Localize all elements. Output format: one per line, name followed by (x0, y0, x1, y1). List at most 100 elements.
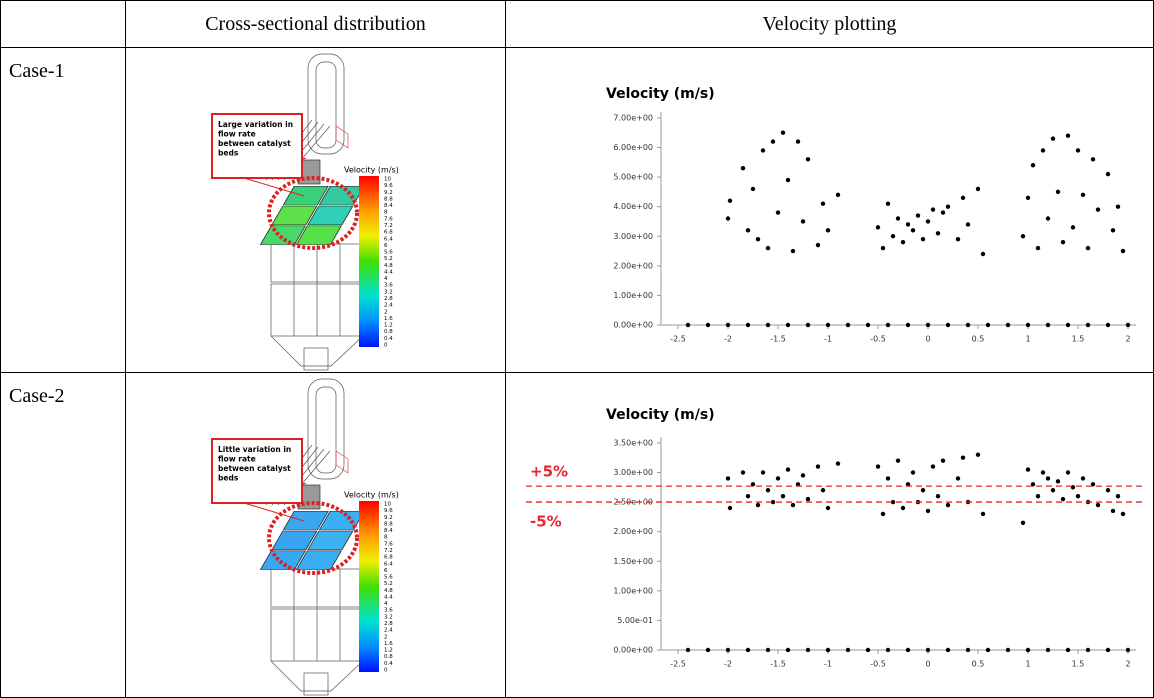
y-tick-label: 3.00e+00 (613, 468, 653, 477)
data-point (1086, 246, 1090, 250)
data-point (1051, 488, 1055, 492)
legend-tick: 5.2 (384, 581, 393, 587)
data-point (946, 648, 950, 652)
data-point (926, 323, 930, 327)
y-tick-label: 1.00e+00 (613, 291, 653, 300)
legend-tick: 7.2 (384, 223, 393, 229)
data-point (956, 237, 960, 241)
data-point (728, 199, 732, 203)
data-point (1096, 503, 1100, 507)
legend-tick: 0.8 (384, 654, 393, 660)
cfd-figure: Little variation inflow ratebetween cata… (126, 373, 505, 697)
legend-tick: 5.6 (384, 250, 393, 256)
callout-text: flow rate (218, 130, 256, 139)
legend-tick: 7.6 (384, 541, 393, 547)
outlet (304, 348, 328, 370)
x-tick-label: -0.5 (870, 660, 886, 669)
x-tick-label: -2 (724, 335, 732, 344)
data-point (806, 323, 810, 327)
data-point (966, 222, 970, 226)
legend-tick: 1.2 (384, 323, 393, 329)
x-tick-label: 0 (925, 335, 930, 344)
legend-tick: 6.8 (384, 555, 393, 561)
legend-tick: 2.4 (384, 303, 393, 309)
y-tick-label: 0.00e+00 (613, 646, 653, 655)
legend-tick: 2.8 (384, 296, 393, 302)
data-point (1086, 323, 1090, 327)
y-tick-label: 7.00e+00 (613, 113, 653, 122)
data-point (1056, 479, 1060, 483)
data-point (766, 488, 770, 492)
legend-tick: 8.4 (384, 528, 393, 534)
data-point (906, 323, 910, 327)
x-tick-label: 0.5 (972, 335, 985, 344)
data-point (1046, 648, 1050, 652)
data-point (906, 222, 910, 226)
data-point (1066, 648, 1070, 652)
data-point (1081, 476, 1085, 480)
y-tick-label: 2.00e+00 (613, 527, 653, 536)
data-point (931, 207, 935, 211)
data-point (886, 648, 890, 652)
legend-tick: 4.8 (384, 263, 393, 269)
x-tick-label: 1 (1025, 660, 1030, 669)
header-cell: Cross-sectional distribution (126, 1, 506, 48)
legend-tick: 9.6 (384, 183, 393, 189)
legend-tick: 6.4 (384, 236, 393, 242)
data-point (946, 204, 950, 208)
figure-cell: Little variation inflow ratebetween cata… (126, 373, 506, 698)
data-point (741, 470, 745, 474)
y-tick-label: 5.00e+00 (613, 173, 653, 182)
data-point (751, 187, 755, 191)
data-point (1076, 148, 1080, 152)
data-point (916, 213, 920, 217)
data-point (746, 323, 750, 327)
legend-tick: 5.2 (384, 256, 393, 262)
data-point (1081, 193, 1085, 197)
legend-tick: 8 (384, 210, 388, 216)
data-point (786, 323, 790, 327)
data-point (976, 187, 980, 191)
data-point (896, 458, 900, 462)
data-point (816, 464, 820, 468)
data-point (921, 237, 925, 241)
data-point (886, 476, 890, 480)
data-point (1126, 648, 1130, 652)
data-point (901, 506, 905, 510)
data-point (941, 458, 945, 462)
data-point (986, 323, 990, 327)
y-tick-label: 5.00e-01 (617, 616, 653, 625)
color-bar (359, 176, 379, 347)
data-point (1061, 240, 1065, 244)
legend-tick: 3.2 (384, 614, 393, 620)
data-point (1021, 521, 1025, 525)
data-point (941, 210, 945, 214)
legend-title: Velocity (m/s) (344, 166, 399, 175)
legend-tick: 9.2 (384, 190, 393, 196)
legend-tick: 0 (384, 668, 388, 674)
data-point (836, 461, 840, 465)
data-point (786, 467, 790, 471)
legend-tick: 0.8 (384, 329, 393, 335)
data-point (1051, 136, 1055, 140)
data-point (1026, 467, 1030, 471)
x-tick-label: 0 (925, 660, 930, 669)
legend-tick: 4 (384, 276, 388, 282)
data-point (1106, 488, 1110, 492)
data-point (726, 216, 730, 220)
data-point (776, 210, 780, 214)
data-point (801, 219, 805, 223)
marker (336, 451, 348, 473)
tower (316, 62, 336, 148)
callout-text: between catalyst (218, 139, 291, 148)
legend-tick: 0.4 (384, 661, 393, 667)
data-point (846, 648, 850, 652)
chart: Velocity (m/s)0.00e+005.00e-011.00e+001.… (506, 373, 1153, 697)
x-tick-label: 0.5 (972, 660, 985, 669)
legend-tick: 1.6 (384, 641, 393, 647)
data-point (876, 464, 880, 468)
reference-label: +5% (530, 463, 568, 481)
header-cell (1, 1, 126, 48)
data-point (706, 648, 710, 652)
